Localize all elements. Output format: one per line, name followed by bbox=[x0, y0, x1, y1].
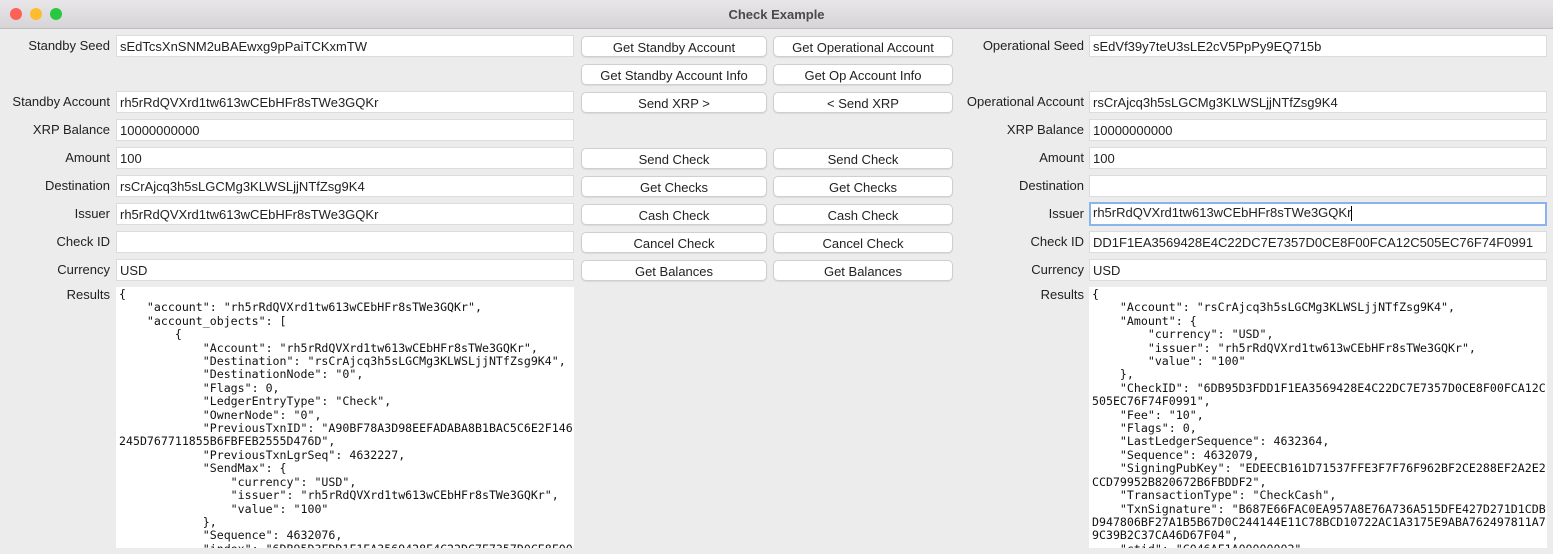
operational-seed-label: Operational Seed bbox=[982, 38, 1084, 53]
standby-seed-label: Standby Seed bbox=[28, 38, 110, 53]
operational-amount-label: Amount bbox=[1039, 150, 1084, 165]
standby-account-input[interactable]: rh5rRdQVXrd1tw613wCEbHFr8sTWe3GQKr bbox=[116, 91, 574, 113]
operational-currency-label: Currency bbox=[1031, 262, 1084, 277]
get-standby-account-info-button[interactable]: Get Standby Account Info bbox=[581, 64, 767, 85]
standby-check-id-input[interactable] bbox=[116, 231, 574, 253]
standby-issuer-label: Issuer bbox=[74, 206, 110, 221]
operational-results-textarea[interactable]: { "Account": "rsCrAjcq3h5sLGCMg3KLWSLjjN… bbox=[1089, 287, 1547, 548]
title-bar: Check Example bbox=[0, 0, 1553, 29]
operational-balance-label: XRP Balance bbox=[1006, 122, 1084, 137]
operational-get-balances-button[interactable]: Get Balances bbox=[773, 260, 953, 281]
standby-amount-input[interactable]: 100 bbox=[116, 147, 574, 169]
standby-amount-label: Amount bbox=[65, 150, 110, 165]
send-xrp-to-standby-button[interactable]: < Send XRP bbox=[773, 92, 953, 113]
operational-get-checks-button[interactable]: Get Checks bbox=[773, 176, 953, 197]
operational-check-id-label: Check ID bbox=[1030, 234, 1084, 249]
operational-seed-input[interactable]: sEdVf39y7teU3sLE2cV5PpPy9EQ715b bbox=[1089, 35, 1547, 57]
operational-currency-input[interactable]: USD bbox=[1089, 259, 1547, 281]
operational-results-label: Results bbox=[1040, 287, 1084, 302]
standby-seed-input[interactable]: sEdTcsXnSNM2uBAEwxg9pPaiTCKxmTW bbox=[116, 35, 574, 57]
standby-get-checks-button[interactable]: Get Checks bbox=[581, 176, 767, 197]
window-title: Check Example bbox=[728, 7, 825, 22]
standby-currency-input[interactable]: USD bbox=[116, 259, 574, 281]
standby-results-textarea[interactable]: { "account": "rh5rRdQVXrd1tw613wCEbHFr8s… bbox=[116, 287, 574, 548]
operational-issuer-label: Issuer bbox=[1048, 206, 1084, 221]
standby-currency-label: Currency bbox=[57, 262, 110, 277]
operational-check-id-input[interactable]: DD1F1EA3569428E4C22DC7E7357D0CE8F00FCA12… bbox=[1089, 231, 1547, 253]
operational-issuer-value: rh5rRdQVXrd1tw613wCEbHFr8sTWe3GQKr bbox=[1093, 205, 1352, 220]
operational-account-input[interactable]: rsCrAjcq3h5sLGCMg3KLWSLjjNTfZsg9K4 bbox=[1089, 91, 1547, 113]
minimize-window-button[interactable] bbox=[30, 8, 42, 20]
operational-cancel-check-button[interactable]: Cancel Check bbox=[773, 232, 953, 253]
standby-destination-input[interactable]: rsCrAjcq3h5sLGCMg3KLWSLjjNTfZsg9K4 bbox=[116, 175, 574, 197]
standby-cash-check-button[interactable]: Cash Check bbox=[581, 204, 767, 225]
operational-amount-input[interactable]: 100 bbox=[1089, 147, 1547, 169]
get-operational-account-button[interactable]: Get Operational Account bbox=[773, 36, 953, 57]
standby-balance-input[interactable]: 10000000000 bbox=[116, 119, 574, 141]
standby-get-balances-button[interactable]: Get Balances bbox=[581, 260, 767, 281]
standby-issuer-input[interactable]: rh5rRdQVXrd1tw613wCEbHFr8sTWe3GQKr bbox=[116, 203, 574, 225]
text-caret bbox=[1351, 206, 1353, 222]
operational-issuer-input[interactable]: rh5rRdQVXrd1tw613wCEbHFr8sTWe3GQKr bbox=[1089, 202, 1547, 226]
operational-account-label: Operational Account bbox=[966, 94, 1084, 109]
get-op-account-info-button[interactable]: Get Op Account Info bbox=[773, 64, 953, 85]
standby-destination-label: Destination bbox=[44, 178, 110, 193]
standby-send-check-button[interactable]: Send Check bbox=[581, 148, 767, 169]
zoom-window-button[interactable] bbox=[50, 8, 62, 20]
operational-cash-check-button[interactable]: Cash Check bbox=[773, 204, 953, 225]
standby-cancel-check-button[interactable]: Cancel Check bbox=[581, 232, 767, 253]
send-xrp-to-operational-button[interactable]: Send XRP > bbox=[581, 92, 767, 113]
operational-destination-input[interactable] bbox=[1089, 175, 1547, 197]
operational-balance-input[interactable]: 10000000000 bbox=[1089, 119, 1547, 141]
standby-results-label: Results bbox=[66, 287, 110, 302]
operational-destination-label: Destination bbox=[1018, 178, 1084, 193]
operational-send-check-button[interactable]: Send Check bbox=[773, 148, 953, 169]
get-standby-account-button[interactable]: Get Standby Account bbox=[581, 36, 767, 57]
standby-check-id-label: Check ID bbox=[56, 234, 110, 249]
close-window-button[interactable] bbox=[10, 8, 22, 20]
standby-account-label: Standby Account bbox=[12, 94, 110, 109]
standby-balance-label: XRP Balance bbox=[32, 122, 110, 137]
